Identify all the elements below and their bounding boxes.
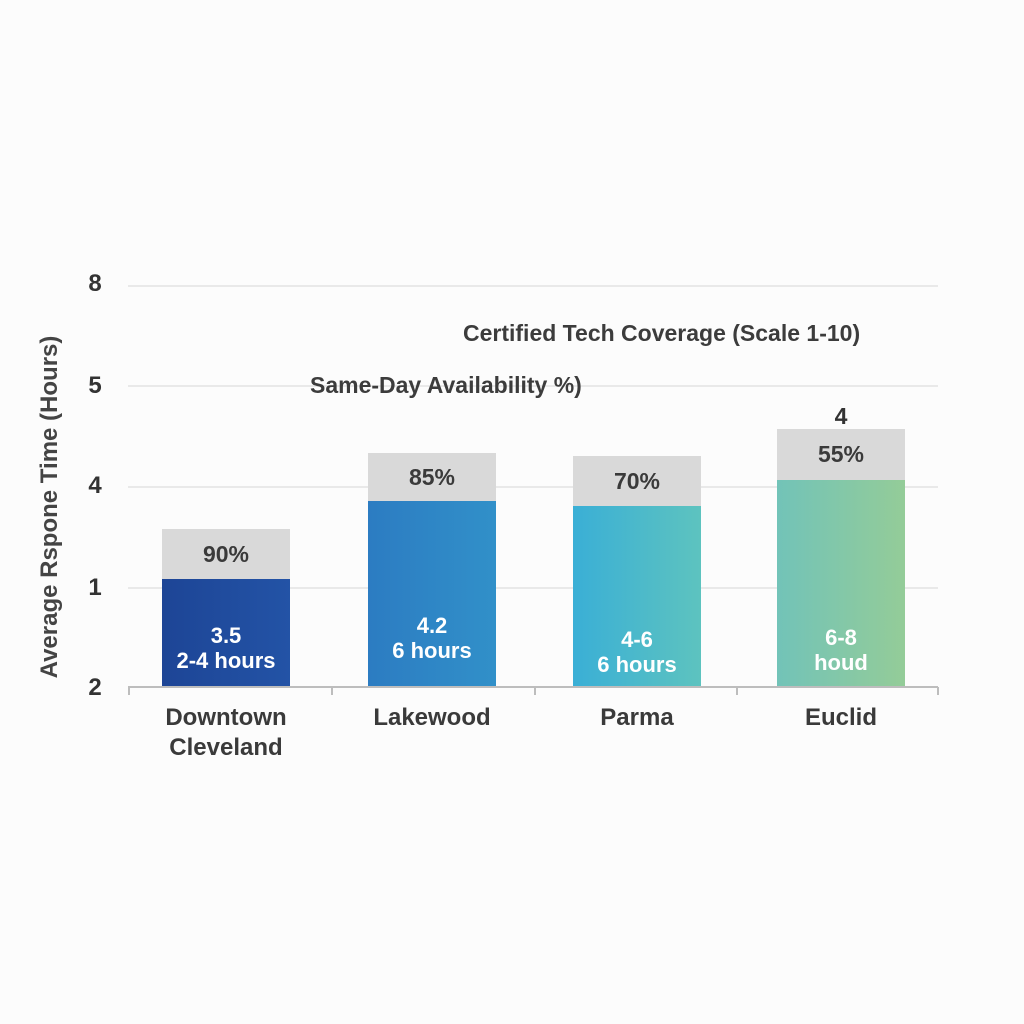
gridline (128, 385, 938, 387)
bar-lakewood[interactable]: 85% 4.2 6 hours (368, 453, 496, 687)
bar-euclid[interactable]: 55% 6-8 houd (777, 429, 905, 687)
category-label-euclid: Euclid (804, 704, 877, 731)
x-axis-tick (331, 687, 333, 695)
gridline (128, 587, 938, 589)
y-tick: 8 (88, 270, 102, 297)
availability-segment: 90% (162, 529, 290, 579)
y-axis-label: Average Rspone Time (Hours) (36, 335, 63, 679)
category-label-downtown-cleveland: Downtown Cleveland (126, 703, 326, 763)
category-label-parma: Parma (600, 704, 674, 731)
legend-availability: Same-Day Availability %) (310, 372, 582, 398)
gridline (128, 486, 938, 488)
availability-segment: 85% (368, 453, 496, 501)
y-tick: 1 (88, 574, 102, 601)
bar-range: 6 hours (597, 652, 677, 677)
response-segment: 6-8 houd (777, 480, 905, 687)
category-line: Downtown (165, 704, 287, 731)
response-segment: 4-6 6 hours (573, 506, 701, 687)
availability-segment: 70% (573, 456, 701, 506)
category-label-lakewood: Lakewood (373, 704, 491, 731)
x-axis-tick (736, 687, 738, 695)
bar-parma[interactable]: 70% 4-6 6 hours (573, 456, 701, 687)
x-axis-tick (937, 687, 939, 695)
category-line: Cleveland (169, 734, 283, 761)
y-tick: 5 (88, 372, 102, 399)
bar-value: 3.5 (210, 623, 242, 648)
x-axis-tick (534, 687, 536, 695)
legend-coverage: Certified Tech Coverage (Scale 1-10) (463, 320, 861, 346)
bar-downtown-cleveland[interactable]: 90% 3.5 2-4 hours (162, 529, 290, 687)
response-segment: 3.5 2-4 hours (162, 579, 290, 687)
bar-value: 6-8 (825, 625, 857, 650)
gridline (128, 285, 938, 287)
x-axis-tick (128, 687, 130, 695)
bar-range: 2-4 hours (176, 648, 276, 673)
bar-value: 4.2 (416, 613, 448, 638)
x-axis (128, 686, 938, 688)
bar-value: 4-6 (621, 627, 653, 652)
y-tick: 2 (88, 674, 102, 701)
y-tick: 4 (88, 472, 102, 499)
bar-top-annotation: 4 (834, 403, 848, 429)
bar-range: houd (814, 650, 868, 675)
availability-segment: 55% (777, 429, 905, 480)
bar-range: 6 hours (392, 638, 472, 663)
response-segment: 4.2 6 hours (368, 501, 496, 687)
